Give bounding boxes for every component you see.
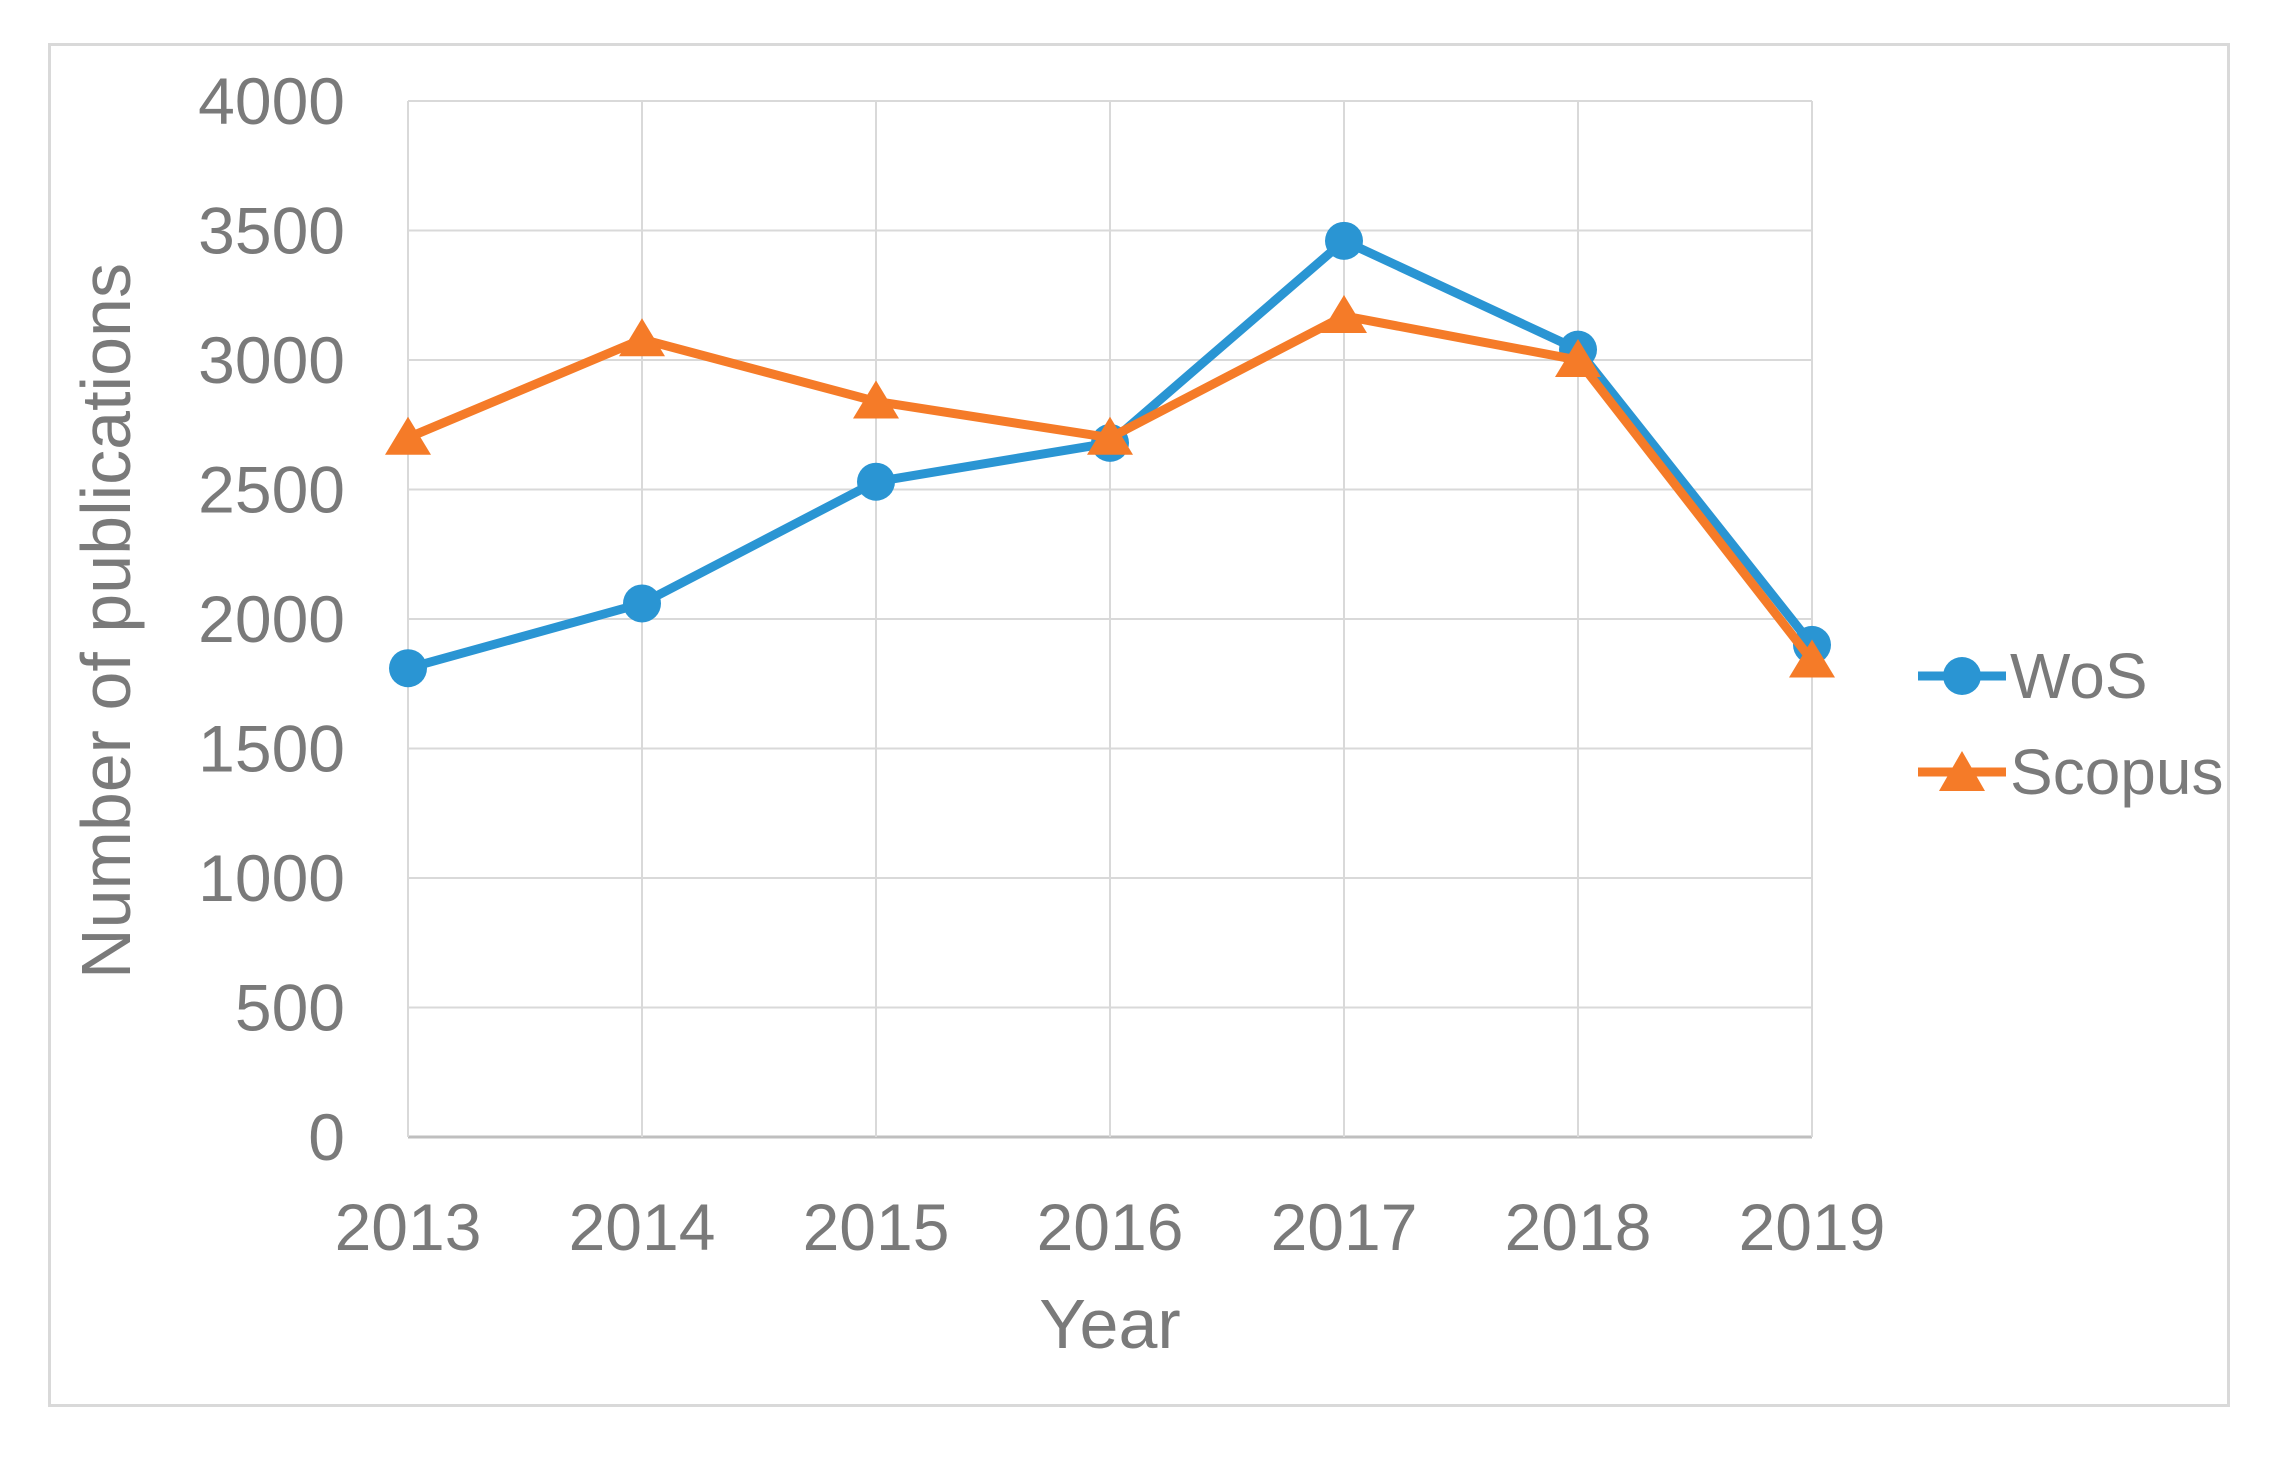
data-point-scopus-2014 xyxy=(619,318,665,357)
x-axis-title: Year xyxy=(1039,1285,1181,1363)
x-tick-label: 2016 xyxy=(1037,1190,1184,1264)
data-point-scopus-2016 xyxy=(1087,416,1133,455)
y-tick-label: 1000 xyxy=(198,841,345,915)
y-tick-label: 2500 xyxy=(198,453,345,527)
data-point-wos-2017 xyxy=(1325,221,1363,260)
legend-label-scopus: Scopus xyxy=(2010,736,2224,808)
data-point-wos-2014 xyxy=(623,584,661,623)
x-tick-label: 2014 xyxy=(569,1190,716,1264)
data-point-scopus-2018 xyxy=(1555,339,1601,377)
data-point-scopus-2019 xyxy=(1789,639,1835,678)
y-tick-label: 500 xyxy=(235,971,345,1045)
data-point-wos-2015 xyxy=(857,462,895,501)
y-tick-label: 2000 xyxy=(198,582,345,656)
y-tick-label: 1500 xyxy=(198,712,345,786)
y-axis-title: Number of publications xyxy=(67,263,145,979)
legend-item-wos: WoS xyxy=(1918,628,2223,724)
x-tick-label: 2019 xyxy=(1739,1190,1886,1264)
data-point-scopus-2015 xyxy=(853,380,899,419)
x-tick-label: 2013 xyxy=(335,1190,482,1264)
data-point-scopus-2017 xyxy=(1321,294,1367,333)
legend-item-scopus: Scopus xyxy=(1918,724,2223,820)
data-point-scopus-2013 xyxy=(385,416,431,455)
legend: WoS Scopus xyxy=(1918,628,2223,820)
legend-label-wos: WoS xyxy=(2010,640,2148,712)
triangle-marker-icon xyxy=(1918,751,2006,791)
y-tick-label: 4000 xyxy=(198,64,345,138)
x-tick-label: 2015 xyxy=(803,1190,950,1264)
y-tick-label: 3500 xyxy=(198,194,345,268)
x-tick-label: 2018 xyxy=(1505,1190,1652,1264)
circle-marker-icon xyxy=(1918,657,2006,695)
chart-border xyxy=(48,43,2230,1407)
y-tick-label: 0 xyxy=(308,1100,345,1174)
data-point-wos-2013 xyxy=(389,649,427,688)
x-tick-label: 2017 xyxy=(1271,1190,1418,1264)
y-tick-label: 3000 xyxy=(198,323,345,397)
